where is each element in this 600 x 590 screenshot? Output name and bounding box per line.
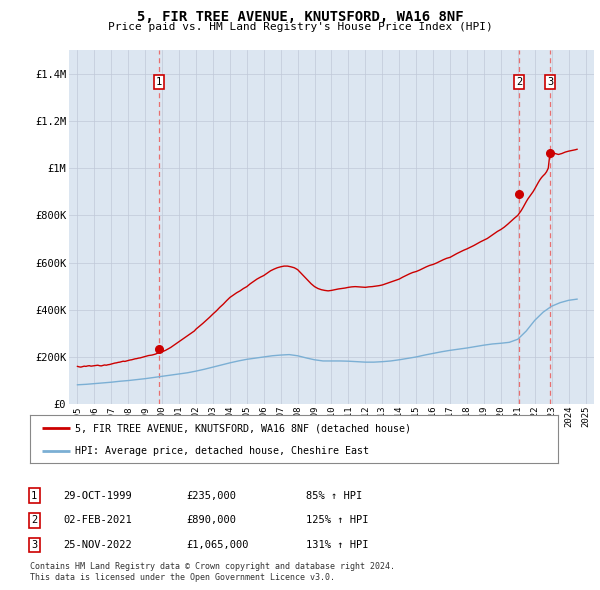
Text: HPI: Average price, detached house, Cheshire East: HPI: Average price, detached house, Ches…: [75, 445, 369, 455]
Text: 1: 1: [31, 491, 37, 500]
Text: Contains HM Land Registry data © Crown copyright and database right 2024.: Contains HM Land Registry data © Crown c…: [30, 562, 395, 571]
Text: £235,000: £235,000: [186, 491, 236, 500]
Text: 5, FIR TREE AVENUE, KNUTSFORD, WA16 8NF (detached house): 5, FIR TREE AVENUE, KNUTSFORD, WA16 8NF …: [75, 423, 411, 433]
Text: Price paid vs. HM Land Registry's House Price Index (HPI): Price paid vs. HM Land Registry's House …: [107, 22, 493, 31]
Text: 29-OCT-1999: 29-OCT-1999: [63, 491, 132, 500]
Text: 2: 2: [31, 516, 37, 525]
Text: 131% ↑ HPI: 131% ↑ HPI: [306, 540, 368, 550]
Text: 5, FIR TREE AVENUE, KNUTSFORD, WA16 8NF: 5, FIR TREE AVENUE, KNUTSFORD, WA16 8NF: [137, 9, 463, 24]
Text: This data is licensed under the Open Government Licence v3.0.: This data is licensed under the Open Gov…: [30, 572, 335, 582]
Text: 25-NOV-2022: 25-NOV-2022: [63, 540, 132, 550]
Text: £1,065,000: £1,065,000: [186, 540, 248, 550]
Text: 02-FEB-2021: 02-FEB-2021: [63, 516, 132, 525]
Text: 3: 3: [31, 540, 37, 550]
Text: 85% ↑ HPI: 85% ↑ HPI: [306, 491, 362, 500]
Text: 125% ↑ HPI: 125% ↑ HPI: [306, 516, 368, 525]
Text: 1: 1: [156, 77, 163, 87]
Text: 2: 2: [516, 77, 522, 87]
Text: £890,000: £890,000: [186, 516, 236, 525]
Text: 3: 3: [547, 77, 553, 87]
